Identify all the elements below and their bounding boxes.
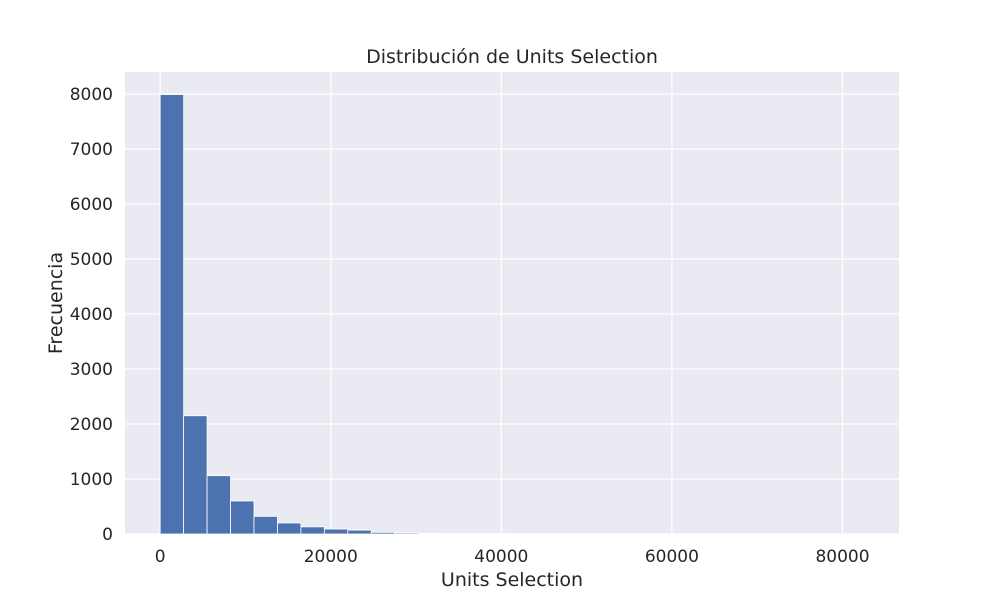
x-tick-label: 80000 (815, 547, 869, 567)
y-tick-label: 1000 (70, 470, 113, 490)
histogram-bar (206, 475, 231, 535)
histogram-bar (628, 533, 654, 535)
histogram-bar (230, 500, 255, 535)
y-tick-label: 4000 (70, 305, 113, 325)
histogram-bar (394, 532, 419, 535)
y-axis-label: Frecuencia (45, 252, 67, 354)
plot-area (125, 72, 899, 534)
y-tick-label: 7000 (70, 140, 113, 160)
histogram-bar (652, 533, 677, 535)
x-axis-label: Units Selection (441, 569, 583, 591)
histogram-bar (464, 533, 489, 535)
histogram-bar (277, 522, 302, 535)
histogram-bar (605, 533, 630, 535)
histogram-bar (300, 526, 325, 535)
chart-title: Distribución de Units Selection (366, 46, 658, 68)
histogram-bar (323, 528, 349, 535)
x-axis-ticks: 0 20000 40000 60000 80000 (155, 547, 870, 567)
gridlines (125, 72, 899, 535)
x-tick-label: 40000 (474, 547, 528, 567)
histogram-bar (535, 533, 560, 535)
y-tick-label: 3000 (70, 360, 113, 380)
y-tick-label: 6000 (70, 195, 113, 215)
histogram-bar (347, 529, 372, 535)
y-axis-ticks: 0 1000 2000 3000 4000 5000 6000 7000 8000 (70, 85, 113, 545)
histogram-bar (511, 533, 536, 535)
histogram-bar (253, 516, 278, 535)
x-tick-label: 60000 (645, 547, 699, 567)
y-tick-label: 5000 (70, 250, 113, 270)
y-tick-label: 0 (102, 525, 113, 545)
histogram-bar (441, 533, 466, 535)
histogram-bar (558, 533, 583, 535)
y-tick-label: 2000 (70, 415, 113, 435)
y-tick-label: 8000 (70, 85, 113, 105)
histogram-bar (159, 94, 185, 535)
histogram-bars (159, 94, 865, 535)
histogram-bar (488, 533, 513, 535)
histogram-bar (183, 415, 208, 535)
histogram-bar (839, 533, 865, 535)
x-tick-label: 20000 (304, 547, 358, 567)
histogram-bar (581, 533, 607, 535)
histogram-bar (722, 533, 747, 535)
x-tick-label: 0 (155, 547, 166, 567)
histogram-bar (417, 533, 443, 535)
histogram-bar (370, 531, 396, 535)
